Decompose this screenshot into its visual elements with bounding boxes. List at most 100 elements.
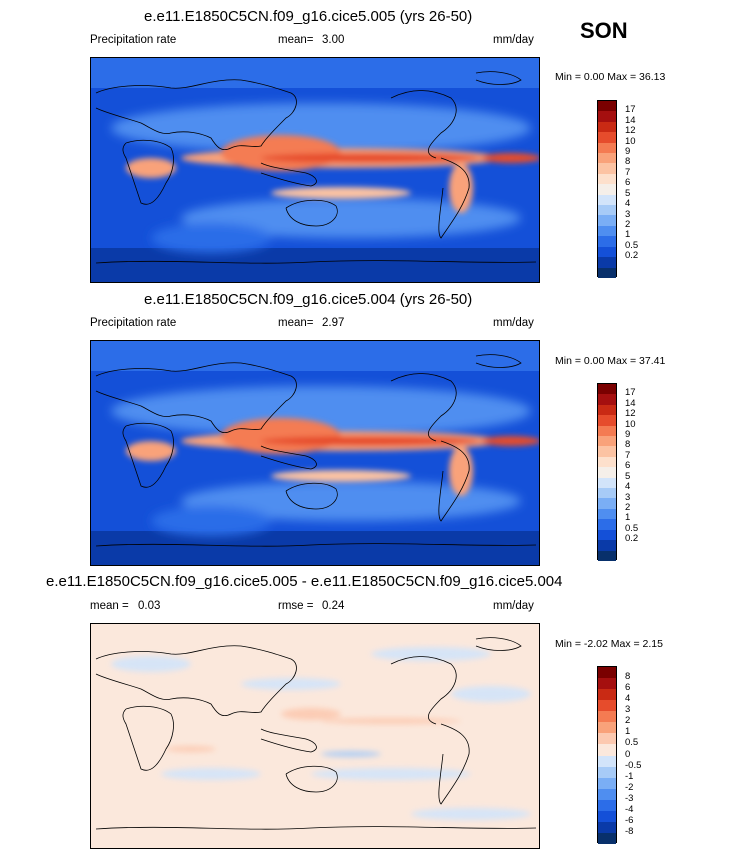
colorbar-level-label: 0.5 (625, 522, 639, 534)
panel-2-map-svg (91, 341, 539, 565)
colorbar-level-label: -3 (625, 792, 634, 804)
colorbar-level-label: 1 (625, 726, 631, 738)
colorbar-level-label: 6 (625, 460, 631, 472)
colorbar-level-label: -0.5 (625, 759, 642, 771)
colorbar-level-label: -4 (625, 803, 634, 815)
colorbar-segment (598, 498, 616, 509)
colorbar-segment (598, 404, 616, 416)
colorbar-segment (598, 788, 616, 800)
colorbar-level-label: 2 (625, 501, 631, 513)
colorbar-level-label: 0.2 (625, 533, 639, 545)
panel-1-map-svg (91, 58, 539, 282)
panel-1-field-label: Precipitation rate (90, 34, 177, 46)
colorbar-level-label: 1 (625, 512, 631, 524)
colorbar-segment (598, 777, 616, 789)
colorbar-level-label: 0.2 (625, 250, 639, 262)
colorbar-level-label: 10 (625, 135, 636, 147)
colorbar-level-label: -2 (625, 781, 634, 793)
colorbar-level-label: 9 (625, 429, 631, 441)
colorbar-level-label: 0.5 (625, 737, 639, 749)
panel-3-map-svg (91, 624, 539, 848)
colorbar-level-label: 8 (625, 439, 631, 451)
colorbar-segment (598, 810, 616, 822)
colorbar-segment (598, 766, 616, 778)
colorbar-segment (598, 225, 616, 237)
colorbar-segment (598, 163, 616, 174)
colorbar-level-label: 8 (625, 671, 631, 683)
colorbar-segment (598, 678, 616, 690)
colorbar-level-label: 12 (625, 125, 636, 137)
panel-3-mean-value: 0.03 (138, 600, 161, 612)
colorbar-level-label: 4 (625, 693, 631, 705)
colorbar-segment (598, 205, 616, 216)
colorbar-level-label: 3 (625, 704, 631, 716)
colorbar-segment (598, 477, 616, 489)
colorbar-segment (598, 508, 616, 520)
panel-2-mean-value: 2.97 (322, 317, 345, 329)
panel-2-coastlines (95, 354, 537, 547)
colorbar-segment (598, 832, 616, 844)
colorbar-segment (598, 755, 616, 767)
colorbar-segment (598, 246, 616, 258)
colorbar-level-label: 0 (625, 748, 631, 760)
colorbar-segment (598, 488, 616, 499)
colorbar-level-label: 12 (625, 408, 636, 420)
colorbar-level-label: 10 (625, 418, 636, 430)
colorbar-level-label: 7 (625, 449, 631, 461)
colorbar-level-label: 3 (625, 208, 631, 220)
colorbar-level-label: -8 (625, 825, 634, 837)
colorbar-segment (598, 711, 616, 723)
colorbar-segment (598, 436, 616, 447)
colorbar-segment (598, 267, 616, 278)
panel-2-minmax: Min = 0.00 Max = 37.41 (555, 355, 666, 367)
colorbar-level-label: 4 (625, 198, 631, 210)
colorbar-level-label: 6 (625, 177, 631, 189)
colorbar-segment (598, 121, 616, 133)
panel-2-title: e.e11.E1850C5CN.f09_g16.cice5.004 (yrs 2… (144, 291, 473, 308)
colorbar-segment (598, 101, 616, 112)
panel-1-mean-label: mean= (278, 34, 314, 46)
colorbar-level-label: 7 (625, 166, 631, 178)
colorbar-segment (598, 132, 616, 143)
colorbar-level-label: 9 (625, 146, 631, 158)
colorbar-segment (598, 540, 616, 551)
colorbar-segment (598, 529, 616, 541)
colorbar-level-label: 8 (625, 156, 631, 168)
colorbar-segment (598, 456, 616, 468)
colorbar-level-label: -1 (625, 770, 634, 782)
panel-2-field-label: Precipitation rate (90, 317, 177, 329)
colorbar-level-label: 0.5 (625, 239, 639, 251)
panel-2-map (90, 340, 540, 566)
colorbar-segment (598, 689, 616, 701)
colorbar-segment (598, 415, 616, 426)
panel-1-title: e.e11.E1850C5CN.f09_g16.cice5.005 (yrs 2… (144, 8, 473, 25)
panel-1-map (90, 57, 540, 283)
colorbar-level-label: 17 (625, 104, 636, 116)
panel-1-mean-value: 3.00 (322, 34, 345, 46)
colorbar-segment (598, 733, 616, 745)
colorbar-segment (598, 700, 616, 712)
colorbar-segment (598, 384, 616, 395)
panel-1-minmax: Min = 0.00 Max = 36.13 (555, 71, 666, 83)
panel-3-map (90, 623, 540, 849)
colorbar-segment (598, 257, 616, 268)
colorbar-level-label: -6 (625, 814, 634, 826)
colorbar-segment (598, 142, 616, 154)
colorbar-level-label: 6 (625, 682, 631, 694)
panel-1-coastlines (95, 71, 537, 264)
colorbar-segment (598, 722, 616, 734)
panel-2-colorbar (597, 383, 617, 561)
panel-3-rmse-value: 0.24 (322, 600, 345, 612)
panel-3-units: mm/day (493, 600, 534, 612)
panel-3-title: e.e11.E1850C5CN.f09_g16.cice5.005 - e.e1… (46, 573, 563, 590)
colorbar-segment (598, 215, 616, 226)
panel-2-mean-label: mean= (278, 317, 314, 329)
colorbar-segment (598, 184, 616, 195)
colorbar-segment (598, 173, 616, 185)
panel-3-minmax: Min = -2.02 Max = 2.15 (555, 638, 663, 650)
colorbar-level-label: 2 (625, 715, 631, 727)
colorbar-level-label: 1 (625, 229, 631, 241)
panel-3-mean-label: mean = (90, 600, 129, 612)
colorbar-segment (598, 111, 616, 122)
panel-3-rmse-label: rmse = (278, 600, 314, 612)
